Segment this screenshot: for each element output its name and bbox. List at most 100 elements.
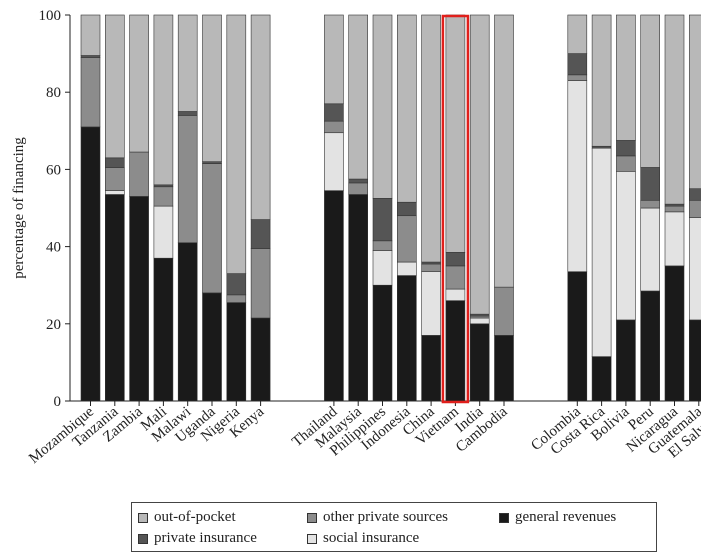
chart-legend: out-of-pocket other private sources gene… — [131, 502, 657, 552]
bar-segment-mozambique-out-of-pocket — [80, 14, 101, 56]
bar-segment-thailand-private-insurance — [324, 103, 344, 122]
bar-segment-guatemala-social-insurance — [688, 217, 701, 321]
bar-segment-nigeria-private-insurance — [226, 273, 247, 296]
bar-segment-nigeria-out-of-pocket — [226, 14, 247, 274]
bar-segment-kenya-other-private-sources — [250, 248, 271, 319]
legend-item-general-revenues: general revenues — [499, 509, 616, 526]
bar-segment-bolivia-general-revenues — [616, 319, 636, 402]
legend-item-private-insurance: private insurance — [138, 530, 257, 547]
bar-segment-nigeria-general-revenues — [226, 302, 247, 402]
bar-segment-guatemala-out-of-pocket — [688, 14, 701, 189]
bar-segment-india-general-revenues — [469, 323, 490, 402]
bar-segment-zambia-other-private-sources — [129, 151, 149, 197]
bar-segment-mali-other-private-sources — [153, 186, 174, 207]
bar-segment-indonesia-social-insurance — [396, 261, 417, 276]
y-tick-label: 0 — [54, 394, 62, 410]
bar-segment-bolivia-other-private-sources — [616, 155, 636, 172]
bar-segment-nicaragua-other-private-sources — [664, 205, 685, 213]
bar-segment-indonesia-private-insurance — [396, 201, 417, 217]
bar-segment-malaysia-other-private-sources — [348, 182, 369, 195]
y-tick-label: 80 — [46, 85, 61, 101]
bar-segment-colombia-other-private-sources — [567, 74, 588, 81]
bar-segment-malaysia-out-of-pocket — [348, 14, 369, 180]
bar-segment-malawi-general-revenues — [177, 242, 198, 402]
bar-segment-philippines-social-insurance — [372, 250, 393, 286]
bar-segment-costa-rica-out-of-pocket — [591, 14, 612, 147]
bar-segment-thailand-general-revenues — [324, 190, 344, 402]
bar-segment-malaysia-general-revenues — [348, 194, 369, 402]
bar-segment-costa-rica-social-insurance — [591, 147, 612, 357]
bar-segment-philippines-private-insurance — [372, 198, 393, 242]
bar-segment-vietnam-social-insurance — [445, 288, 466, 301]
bar-segment-zambia-out-of-pocket — [129, 14, 149, 153]
bar-segment-malawi-private-insurance — [177, 111, 198, 116]
legend-label-private-insurance: private insurance — [154, 530, 257, 546]
legend-swatch-out-of-pocket — [138, 512, 148, 523]
bar-segment-peru-private-insurance — [640, 167, 661, 201]
bar-segment-indonesia-out-of-pocket — [396, 14, 417, 203]
bar-segment-tanzania-other-private-sources — [105, 167, 125, 191]
bar-segment-nicaragua-general-revenues — [664, 265, 685, 402]
bar-segment-thailand-out-of-pocket — [324, 14, 344, 105]
legend-swatch-general-revenues — [499, 512, 509, 523]
bar-segment-zambia-general-revenues — [129, 196, 149, 402]
bar-segment-nicaragua-social-insurance — [664, 211, 685, 267]
bar-segment-kenya-private-insurance — [250, 219, 271, 249]
bar-segment-uganda-out-of-pocket — [202, 14, 222, 162]
legend-item-other-private-sources: other private sources — [307, 509, 448, 526]
legend-swatch-social-insurance — [307, 533, 317, 544]
bar-segment-peru-out-of-pocket — [640, 14, 661, 168]
bar-segment-tanzania-private-insurance — [105, 157, 125, 168]
bar-segment-cambodia-general-revenues — [494, 335, 514, 402]
bar-segment-uganda-general-revenues — [202, 292, 222, 402]
bar-segment-cambodia-other-private-sources — [494, 286, 514, 336]
y-tick-label: 60 — [46, 162, 61, 178]
bar-segment-china-out-of-pocket — [421, 14, 441, 263]
bar-segment-nigeria-other-private-sources — [226, 294, 247, 303]
bar-segment-kenya-out-of-pocket — [250, 14, 271, 220]
bar-segment-tanzania-out-of-pocket — [105, 14, 125, 159]
bar-segment-malaysia-private-insurance — [348, 178, 369, 184]
bar-segment-vietnam-out-of-pocket — [445, 14, 466, 253]
bar-segment-colombia-private-insurance — [567, 53, 588, 76]
bar-segment-malawi-other-private-sources — [177, 115, 198, 244]
bar-segment-colombia-social-insurance — [567, 80, 588, 272]
bar-segment-mali-out-of-pocket — [153, 14, 174, 186]
bar-segment-mali-general-revenues — [153, 257, 174, 402]
highlight-box-vietnam — [441, 14, 470, 404]
bar-segment-peru-social-insurance — [640, 207, 661, 292]
bar-segment-mali-social-insurance — [153, 205, 174, 259]
bar-segment-uganda-other-private-sources — [202, 163, 222, 294]
bar-segment-peru-other-private-sources — [640, 199, 661, 209]
bar-segment-peru-general-revenues — [640, 290, 661, 402]
bar-segment-thailand-social-insurance — [324, 132, 344, 191]
bar-segment-tanzania-social-insurance — [105, 190, 125, 195]
bar-segment-china-social-insurance — [421, 271, 441, 336]
legend-label-out-of-pocket: out-of-pocket — [154, 509, 236, 525]
bar-segment-india-social-insurance — [469, 317, 490, 325]
bar-segment-colombia-out-of-pocket — [567, 14, 588, 54]
bar-segment-philippines-other-private-sources — [372, 240, 393, 251]
legend-item-out-of-pocket: out-of-pocket — [138, 509, 236, 526]
y-axis-title: percentage of financing — [11, 137, 27, 279]
legend-item-social-insurance: social insurance — [307, 530, 419, 547]
bar-segment-bolivia-out-of-pocket — [616, 14, 636, 141]
bar-segment-bolivia-social-insurance — [616, 171, 636, 321]
bar-segment-philippines-general-revenues — [372, 284, 393, 402]
bar-segment-vietnam-general-revenues — [445, 300, 466, 402]
bar-segment-philippines-out-of-pocket — [372, 14, 393, 199]
bar-segment-malawi-out-of-pocket — [177, 14, 198, 112]
bar-segment-china-other-private-sources — [421, 263, 441, 272]
bar-segment-tanzania-general-revenues — [105, 194, 125, 402]
bar-segment-vietnam-private-insurance — [445, 252, 466, 267]
bar-segment-indonesia-other-private-sources — [396, 215, 417, 263]
legend-swatch-other-private-sources — [307, 512, 317, 523]
bar-segment-guatemala-private-insurance — [688, 188, 701, 201]
bar-segment-colombia-general-revenues — [567, 271, 588, 402]
y-tick-label: 100 — [39, 8, 62, 24]
bar-segment-india-out-of-pocket — [469, 14, 490, 315]
bar-segment-nicaragua-out-of-pocket — [664, 14, 685, 205]
bar-segment-mozambique-other-private-sources — [80, 57, 101, 128]
bar-segment-vietnam-other-private-sources — [445, 265, 466, 290]
